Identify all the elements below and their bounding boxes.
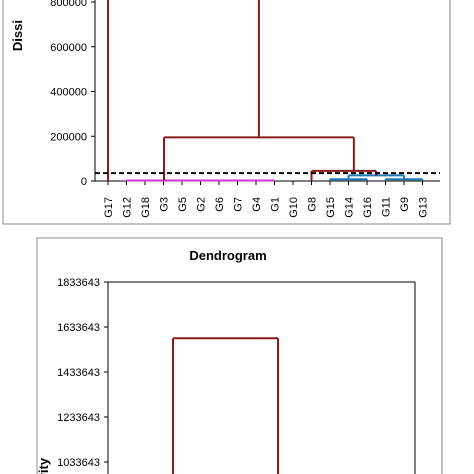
bottom-chart-frame bbox=[36, 237, 443, 474]
top-y-tick-label: 200000 bbox=[50, 131, 87, 143]
top-x-tick-label: G15 bbox=[325, 197, 337, 218]
bottom-chart-title: Dendrogram bbox=[189, 248, 266, 263]
top-ylabel: Dissi bbox=[10, 20, 25, 51]
top-y-tick-label: 0 bbox=[81, 176, 87, 188]
bottom-y-tick-label: 1033643 bbox=[57, 457, 100, 469]
top-x-tick-label: G13 bbox=[418, 197, 430, 218]
top-x-tick-label: G3 bbox=[159, 197, 171, 212]
bottom-ylabel: rity bbox=[36, 457, 51, 474]
top-x-tick-label: G7 bbox=[233, 197, 245, 212]
bottom-y-tick-label: 1433643 bbox=[57, 367, 100, 379]
top-x-tick-label: G14 bbox=[344, 197, 356, 218]
bottom-dendrogram-links bbox=[172, 337, 279, 474]
top-x-axis: G17 G12 G18 G3 G5 G2 G6 G7 G4 G1 G10 G8 G15 G14 G16 G11… bbox=[95, 180, 440, 218]
top-x-tick-label: G2 bbox=[196, 197, 208, 212]
top-x-tick-label: G17 bbox=[103, 197, 115, 218]
bottom-y-tick-label: 1633643 bbox=[57, 322, 100, 334]
top-chart-frame bbox=[2, 0, 451, 225]
top-x-tick-label: G4 bbox=[251, 197, 263, 212]
top-x-tick-label: G16 bbox=[362, 197, 374, 218]
top-x-tick-label: G1 bbox=[270, 197, 282, 212]
bottom-y-tick-label: 1833643 bbox=[57, 277, 100, 289]
top-y-tick-label: 800000 bbox=[50, 0, 87, 9]
bottom-y-tick-label: 1233643 bbox=[57, 412, 100, 424]
top-y-tick-label: 400000 bbox=[50, 87, 87, 99]
top-x-tick-label: G18 bbox=[140, 197, 152, 218]
top-x-tick-label: G6 bbox=[214, 197, 226, 212]
top-y-tick-label: 600000 bbox=[50, 42, 87, 54]
top-x-tick-label: G10 bbox=[288, 197, 300, 218]
top-x-tick-label: G11 bbox=[381, 197, 393, 217]
top-x-tick-label: G5 bbox=[177, 197, 189, 212]
top-x-tick-label: G9 bbox=[399, 197, 411, 212]
top-y-axis: 0 200000 400000 600000 800000 bbox=[50, 0, 96, 188]
top-dendrogram-links bbox=[95, 0, 440, 182]
bottom-y-axis: 1033643 1233643 1433643 1633643 1833643 bbox=[57, 277, 416, 474]
top-x-tick-label: G8 bbox=[307, 197, 319, 212]
top-x-tick-label: G12 bbox=[122, 197, 134, 218]
